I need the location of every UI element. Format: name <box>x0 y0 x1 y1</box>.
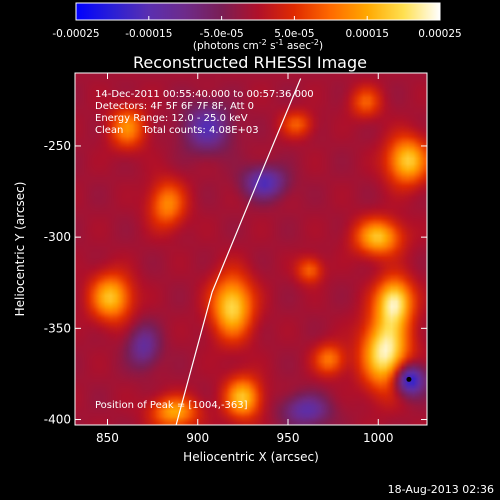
heatmap-image <box>75 73 427 425</box>
annotation-detectors: Detectors: 4F 5F 6F 7F 8F, Att 0 <box>95 101 254 112</box>
x-tick-label: 1000 <box>363 431 394 445</box>
axis-ticks: 850 900 950 1000 -250 -300 -350 -400 <box>44 73 427 445</box>
annotation-energy-range: Energy Range: 12.0 - 25.0 keV <box>95 113 248 124</box>
y-axis-label: Heliocentric Y (arcsec) <box>13 182 27 317</box>
plot-frame <box>74 72 428 426</box>
x-axis-label: Heliocentric X (arcsec) <box>183 450 319 464</box>
y-tick-label: -350 <box>44 321 71 335</box>
x-tick-label: 900 <box>186 431 209 445</box>
y-tick-label: -400 <box>44 413 71 427</box>
annotation-time-range: 14-Dec-2011 00:55:40.000 to 00:57:36.000 <box>95 89 314 100</box>
chart-title: Reconstructed RHESSI Image <box>133 53 367 72</box>
y-tick-label: -300 <box>44 230 71 244</box>
colorbar-tick-label: -0.00015 <box>125 28 172 40</box>
colorbar-strip <box>75 2 441 21</box>
x-tick-label: 950 <box>277 431 300 445</box>
colorbar-tick-label: -0.00025 <box>52 28 99 40</box>
colorbar-tick-label: 0.00015 <box>345 28 388 40</box>
peak-marker <box>406 376 412 382</box>
colorbar-tick-label: -5.0e-05 <box>200 28 244 40</box>
colorbar-ticks: -0.00025 -0.00015 -5.0e-05 5.0e-05 0.00015 0.… <box>52 16 462 40</box>
colorbar: -0.00025 -0.00015 -5.0e-05 5.0e-05 0.00015 0.… <box>52 2 462 52</box>
y-tick-label: -250 <box>44 139 71 153</box>
colorbar-tick-label: 0.00025 <box>418 28 461 40</box>
annotation-peak-position: Position of Peak = [1004,-363] <box>95 400 248 411</box>
annotation-clean-counts: Clean Total counts: 4.08E+03 <box>95 125 259 136</box>
annotation-block: 14-Dec-2011 00:55:40.000 to 00:57:36.000… <box>95 89 314 411</box>
image-plot <box>75 73 427 425</box>
x-tick-label: 850 <box>96 431 119 445</box>
solar-limb-line <box>175 78 302 425</box>
timestamp: 18-Aug-2013 02:36 <box>387 483 494 496</box>
colorbar-units: (photons cm-2 s-1 asec-2) <box>193 38 323 52</box>
colorbar-tick-label: 5.0e-05 <box>274 28 314 40</box>
